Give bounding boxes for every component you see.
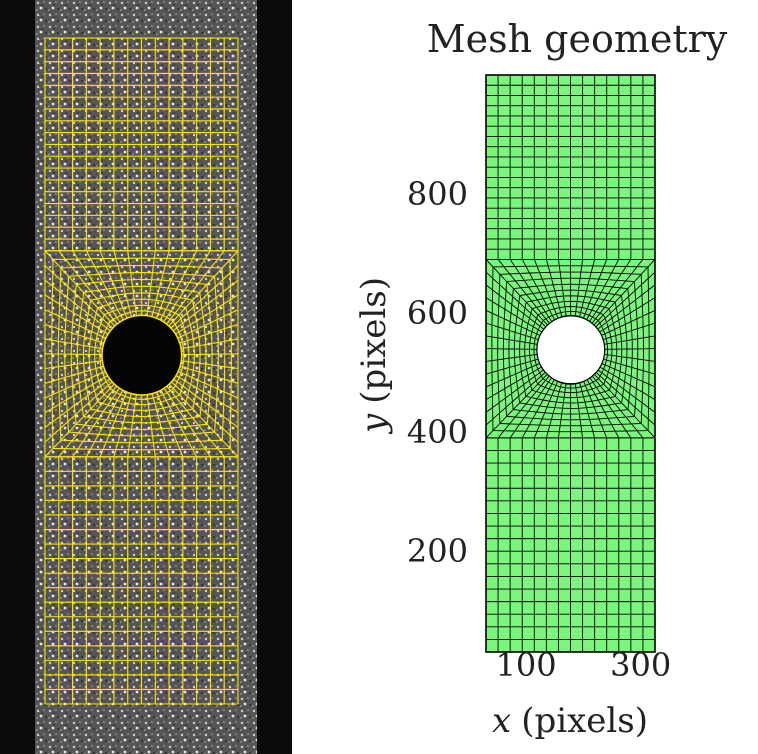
concentric-ring xyxy=(508,283,633,415)
concentric-ring xyxy=(519,295,623,404)
specimen-hole xyxy=(101,314,183,396)
y-tick-label: 600 xyxy=(407,294,468,332)
concentric-ring xyxy=(64,272,219,437)
x-axis-unit: (pixels) xyxy=(521,701,648,741)
concentric-ring xyxy=(76,285,207,424)
x-tick-labels: 100 300 xyxy=(496,646,672,684)
concentric-ring xyxy=(502,277,639,421)
concentric-ring xyxy=(44,250,239,458)
concentric-ring xyxy=(524,300,618,399)
concentric-ring xyxy=(485,258,656,439)
mesh-hole xyxy=(536,315,606,385)
concentric-ring xyxy=(513,289,628,409)
x-axis-var: x xyxy=(492,701,511,741)
concentric-ring xyxy=(491,265,650,433)
y-tick-label: 200 xyxy=(407,532,468,570)
y-tick-label: 400 xyxy=(407,413,468,451)
dic-mesh-overlay xyxy=(44,37,239,705)
concentric-ring xyxy=(57,264,226,444)
y-axis-label: y (pixels) xyxy=(354,277,394,435)
concentric-ring xyxy=(99,310,185,400)
y-axis-var: y xyxy=(354,413,394,435)
x-tick-label: 300 xyxy=(610,646,671,684)
y-tick-labels: 200 400 600 800 xyxy=(407,175,468,570)
chart-title: Mesh geometry xyxy=(427,17,728,61)
concentric-ring xyxy=(94,304,190,406)
y-axis-unit: (pixels) xyxy=(354,277,394,404)
concentric-ring xyxy=(82,292,201,418)
concentric-ring xyxy=(497,271,644,427)
y-tick-label: 800 xyxy=(407,175,468,213)
concentric-ring xyxy=(51,257,232,451)
concentric-ring xyxy=(533,310,609,389)
speckle-image-panel xyxy=(0,0,292,754)
concentric-ring xyxy=(88,298,195,412)
concentric-ring xyxy=(529,306,613,394)
concentric-ring xyxy=(70,278,213,430)
x-axis-label: x (pixels) xyxy=(492,701,648,741)
x-tick-label: 100 xyxy=(496,646,557,684)
mesh-geometry xyxy=(485,74,656,653)
